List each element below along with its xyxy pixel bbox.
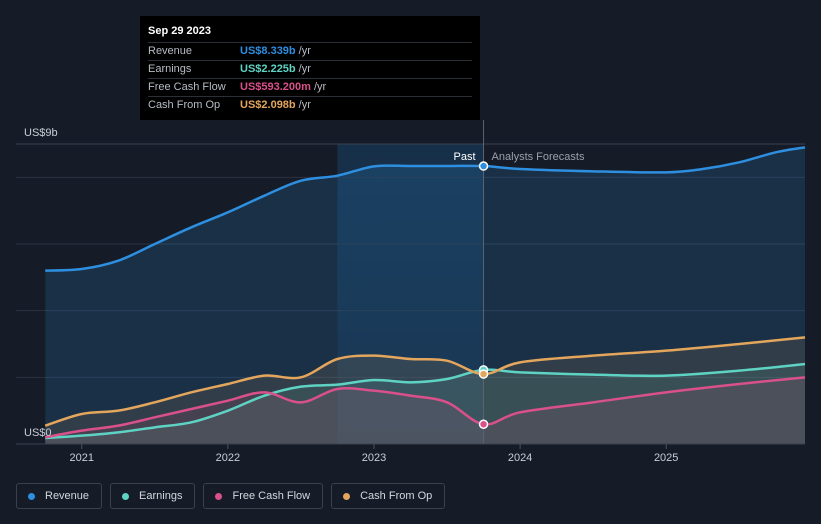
tooltip-row-unit: /yr: [298, 63, 311, 75]
tooltip-row-earnings: Earnings US$2.225b/yr: [148, 60, 472, 78]
tooltip-row-value: US$593.200m: [240, 81, 311, 93]
x-tick-label: 2024: [508, 452, 532, 464]
legend-label: Free Cash Flow: [232, 490, 311, 502]
x-tick-label: 2021: [70, 452, 94, 464]
tooltip-row-value: US$2.098b: [240, 99, 296, 111]
tooltip-markers: [478, 161, 489, 429]
series-lines: [44, 146, 806, 440]
cash-from-op-line: [44, 336, 806, 427]
tooltip-row-unit: /yr: [313, 81, 327, 93]
forecast-label: Analysts Forecasts: [492, 151, 585, 163]
tooltip-row-cash-from-op: Cash From Op US$2.098b/yr: [148, 96, 472, 114]
tooltip-row-revenue: Revenue US$8.339b/yr: [148, 42, 472, 60]
legend-dot-icon: [28, 492, 35, 500]
free-cash-flow-area: [45, 377, 805, 444]
tooltip-row-label: Free Cash Flow: [148, 81, 226, 93]
legend-item-free-cash-flow[interactable]: Free Cash Flow: [203, 483, 324, 509]
tooltip-row-unit: /yr: [298, 45, 311, 57]
legend-dot-icon: [122, 492, 130, 500]
legend-item-earnings[interactable]: Earnings: [110, 483, 196, 509]
legend-dot-icon: [215, 492, 223, 500]
legend-item-revenue[interactable]: Revenue: [16, 483, 103, 509]
legend-dot-icon: [343, 492, 351, 500]
revenue-area: [45, 147, 805, 445]
x-tick-label: 2022: [216, 452, 240, 464]
earnings-line: [45, 362, 806, 440]
past-highlight-band: [337, 144, 484, 444]
tooltip-row-unit: /yr: [298, 99, 311, 111]
y-axis-zero-label: US$0: [24, 427, 52, 439]
y-axis-top-label: US$9b: [24, 127, 58, 139]
series-areas: [45, 147, 805, 445]
tooltip-date: Sep 29 2023: [148, 25, 211, 37]
x-axis: 2021 2022 2023 2024 2025: [16, 443, 805, 464]
x-tick-label: 2025: [654, 452, 678, 464]
legend-label: Cash From Op: [360, 490, 433, 502]
legend-label: Earnings: [139, 490, 183, 502]
revenue-line: [45, 146, 806, 272]
tooltip-row-value: US$2.225b: [240, 63, 296, 75]
legend: Revenue Earnings Free Cash Flow Cash From O…: [16, 483, 446, 509]
tooltip-row-value: US$8.339b: [240, 45, 296, 57]
legend-label: Revenue: [45, 490, 90, 502]
tooltip-row-free-cash-flow: Free Cash Flow US$593.200m/yr: [148, 78, 472, 96]
earnings-area: [45, 364, 805, 444]
tooltip-row-label: Cash From Op: [148, 99, 221, 111]
tooltip: Sep 29 2023 Revenue US$8.339b/yr Earnings U…: [140, 16, 480, 120]
cash-from-op-marker: [478, 369, 489, 379]
revenue-marker: [478, 161, 489, 171]
tooltip-row-label: Revenue: [148, 45, 193, 57]
free-cash-flow-marker: [478, 419, 489, 429]
legend-item-cash-from-op[interactable]: Cash From Op: [331, 483, 446, 509]
tooltip-row-label: Earnings: [148, 63, 192, 75]
past-label: Past: [454, 151, 476, 163]
free-cash-flow-line: [44, 376, 806, 439]
x-tick-label: 2023: [362, 452, 386, 464]
cash-from-op-area: [45, 337, 805, 444]
